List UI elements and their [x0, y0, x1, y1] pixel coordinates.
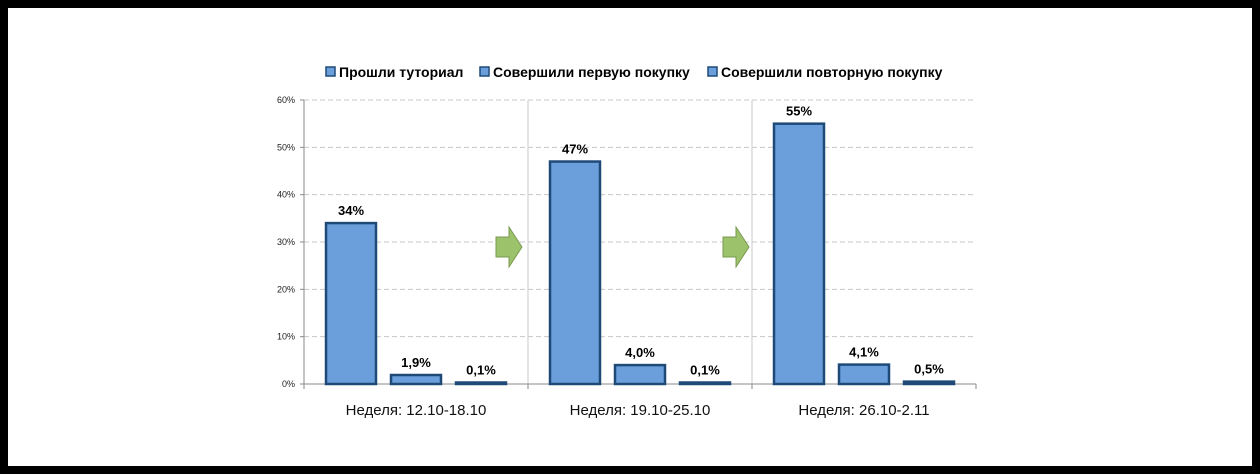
bar-3 [454, 381, 508, 386]
category-label: Неделя: 26.10-2.11 [798, 402, 929, 419]
bar-3 [678, 381, 732, 386]
bar-1 [324, 221, 378, 386]
data-label: 0,5% [914, 362, 944, 377]
legend-marker-icon [707, 66, 718, 77]
category-label: Неделя: 12.10-18.10 [346, 402, 487, 419]
data-label: 55% [786, 104, 812, 119]
data-label: 4,0% [625, 345, 655, 360]
y-tick-label: 30% [277, 237, 295, 247]
y-tick-label: 50% [277, 142, 295, 152]
y-tick-label: 10% [277, 332, 295, 342]
legend-label: Прошли туториал [339, 64, 463, 80]
y-tick-label: 0% [282, 379, 295, 389]
bar-2 [613, 363, 667, 386]
data-label: 0,1% [690, 363, 720, 378]
bar-2 [837, 363, 891, 386]
legend-label: Совершили повторную покупку [721, 64, 943, 80]
y-tick-label: 20% [277, 284, 295, 294]
chart-frame: 0% 10% 20% 30% 40% 50% 60% 34% 1,9% 0,1% Неделя: 1… [8, 8, 1252, 466]
category-label: Неделя: 19.10-25.10 [570, 402, 711, 419]
bar-1 [548, 160, 602, 386]
data-label: 34% [338, 203, 364, 218]
data-label: 4,1% [849, 345, 879, 360]
legend-marker-icon [325, 66, 336, 77]
green-right-arrow-icon [495, 225, 523, 269]
bar-2 [389, 373, 443, 386]
data-label: 1,9% [401, 355, 431, 370]
y-tick-label: 60% [277, 95, 295, 105]
data-label: 0,1% [466, 363, 496, 378]
green-right-arrow-icon [722, 225, 750, 269]
data-label: 47% [562, 142, 588, 157]
y-tick-label: 40% [277, 190, 295, 200]
bar-1 [772, 122, 826, 386]
legend-marker-icon [479, 66, 490, 77]
grouped-bar-chart: 0% 10% 20% 30% 40% 50% 60% 34% 1,9% 0,1% Неделя: 1… [277, 64, 977, 419]
bar-3 [902, 380, 956, 386]
legend-label: Совершили первую покупку [493, 64, 690, 80]
